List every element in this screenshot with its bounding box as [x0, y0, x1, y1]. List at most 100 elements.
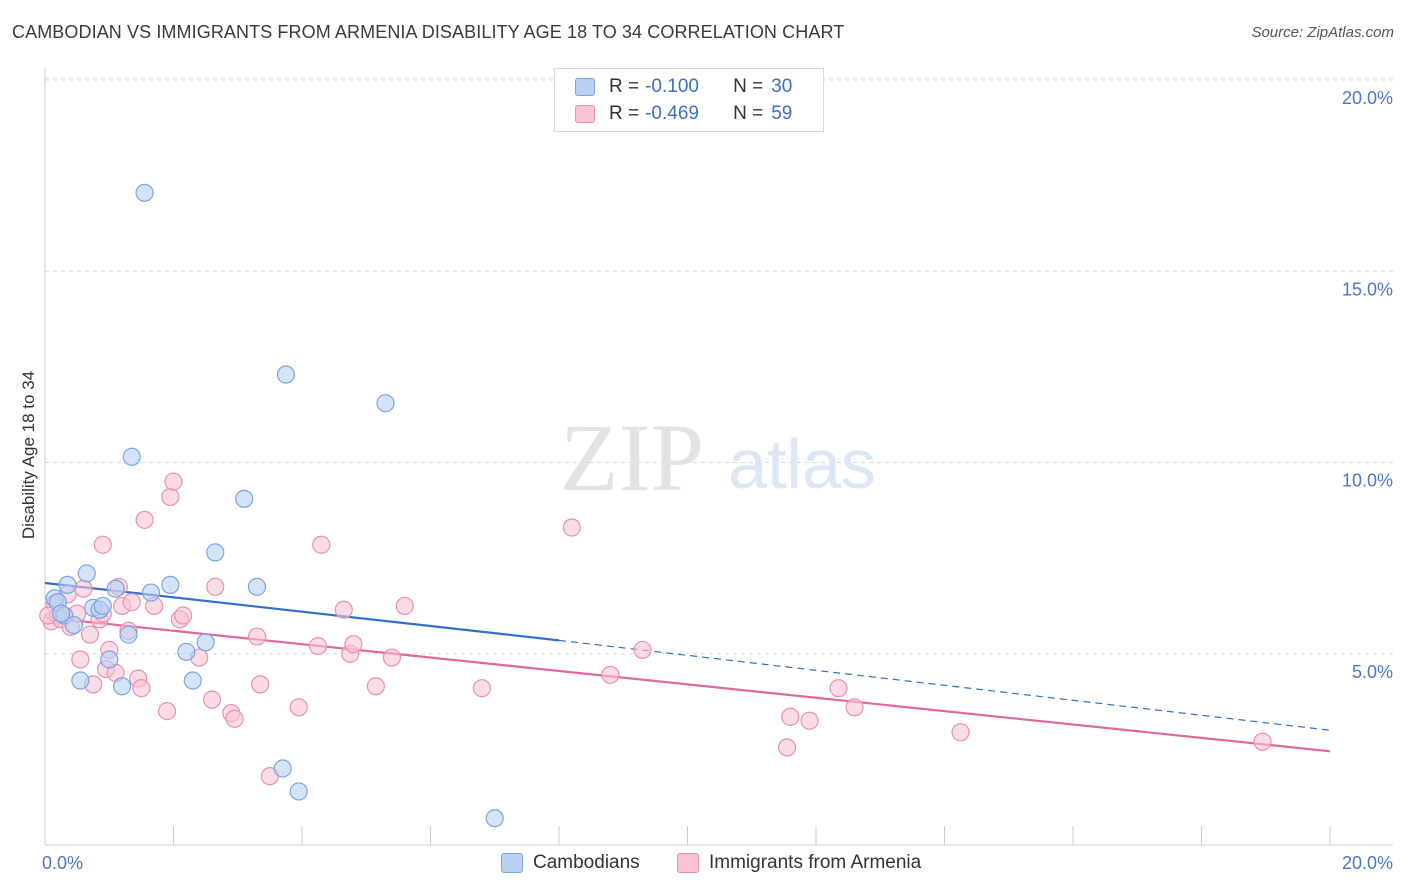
point-armenia	[382, 648, 402, 667]
point-armenia	[122, 593, 141, 612]
point-cambodians	[161, 575, 180, 595]
point-cambodians	[141, 583, 161, 602]
point-armenia	[951, 723, 970, 742]
legend-label-cambodians: Cambodians	[533, 852, 640, 873]
point-armenia	[845, 698, 864, 717]
point-armenia	[777, 738, 797, 757]
point-cambodians	[71, 671, 90, 690]
point-armenia	[562, 518, 581, 537]
legend-n-value: 30	[771, 76, 793, 97]
point-armenia	[93, 535, 112, 554]
legend-r-label: R =	[609, 103, 640, 124]
point-armenia	[289, 698, 308, 717]
point-armenia	[334, 600, 353, 619]
point-cambodians	[51, 604, 71, 623]
point-cambodians	[196, 633, 215, 652]
point-armenia	[225, 709, 244, 728]
point-cambodians	[112, 677, 132, 696]
point-armenia	[633, 640, 652, 660]
point-armenia	[80, 625, 100, 644]
trend-line-cambodians	[44, 581, 560, 642]
point-armenia	[135, 510, 154, 529]
watermark-zip: ZIP	[560, 404, 704, 511]
point-armenia	[312, 535, 331, 554]
point-cambodians	[276, 365, 296, 384]
y-tick-label: 15.0%	[1342, 279, 1393, 299]
point-cambodians	[273, 759, 292, 778]
legend-swatch-armenia	[677, 853, 699, 873]
x-tick-label: 0.0%	[42, 853, 83, 873]
point-cambodians	[119, 625, 138, 644]
y-tick-label: 20.0%	[1342, 88, 1393, 108]
legend-label-armenia: Immigrants from Armenia	[709, 852, 922, 873]
point-armenia	[71, 650, 90, 669]
legend-swatch-armenia	[575, 105, 595, 123]
point-armenia	[164, 472, 183, 491]
point-cambodians	[183, 671, 202, 690]
point-armenia	[74, 579, 93, 598]
chart-title: CAMBODIAN VS IMMIGRANTS FROM ARMENIA DIS…	[12, 22, 845, 42]
trend-line-armenia	[44, 616, 1331, 753]
legend-item-armenia[interactable]: Immigrants from Armenia	[677, 852, 921, 874]
point-cambodians	[58, 575, 77, 595]
legend-r-value: -0.469	[645, 103, 699, 124]
legend-row-armenia: R = -0.469 N = 59	[575, 101, 792, 127]
legend-row-cambodians: R = -0.100 N = 30	[575, 74, 792, 100]
point-armenia	[157, 702, 177, 721]
legend-r-value: -0.100	[645, 76, 699, 97]
point-cambodians	[100, 650, 119, 669]
point-armenia	[206, 577, 225, 596]
data-points	[39, 183, 1272, 828]
legend-item-cambodians[interactable]: Cambodians	[501, 852, 640, 874]
series-legend: Cambodians Immigrants from Armenia	[0, 852, 1406, 878]
point-armenia	[829, 679, 848, 698]
x-tick-label: 20.0%	[1342, 853, 1393, 873]
point-cambodians	[135, 183, 154, 202]
point-cambodians	[106, 579, 125, 598]
point-cambodians	[235, 489, 254, 508]
point-armenia	[366, 677, 385, 696]
point-cambodians	[77, 564, 96, 583]
legend-n-label: N =	[733, 103, 764, 124]
point-armenia	[800, 711, 819, 730]
correlation-legend: R = -0.100 N = 30 R = -0.469 N = 59	[554, 68, 824, 132]
point-armenia	[202, 690, 222, 709]
point-armenia	[472, 679, 491, 698]
point-armenia	[251, 675, 270, 694]
y-tick-label: 5.0%	[1352, 662, 1393, 682]
point-armenia	[344, 635, 363, 654]
point-cambodians	[122, 447, 141, 466]
point-cambodians	[376, 394, 395, 413]
point-armenia	[132, 679, 151, 698]
point-cambodians	[289, 782, 308, 801]
point-armenia	[161, 487, 180, 507]
point-cambodians	[93, 596, 112, 616]
legend-swatch-cambodians	[501, 853, 523, 873]
point-armenia	[395, 596, 414, 616]
legend-swatch-cambodians	[575, 78, 595, 96]
source-label: Source: ZipAtlas.com	[1251, 24, 1394, 41]
grid-lines	[45, 77, 1395, 655]
trend-line-cambodians-extension	[558, 639, 1331, 731]
tick-labels: 5.0% 10.0% 15.0% 20.0% 0.0% 20.0%	[42, 88, 1393, 873]
point-armenia	[601, 665, 620, 684]
point-armenia	[247, 627, 267, 646]
point-cambodians	[247, 577, 267, 596]
point-cambodians	[177, 642, 196, 661]
point-armenia	[308, 636, 328, 656]
legend-n-label: N =	[733, 76, 764, 97]
axes	[44, 68, 1393, 846]
point-cambodians	[64, 615, 84, 635]
point-armenia	[781, 707, 800, 726]
y-axis-title: Disability Age 18 to 34	[19, 371, 38, 539]
legend-n-value: 59	[771, 103, 793, 124]
y-tick-label: 10.0%	[1342, 471, 1393, 491]
watermark-atlas: atlas	[728, 425, 876, 503]
point-cambodians	[206, 543, 225, 562]
legend-r-label: R =	[609, 76, 640, 97]
watermark: ZIP atlas	[560, 404, 876, 511]
point-armenia	[1253, 732, 1272, 751]
point-cambodians	[485, 809, 504, 828]
point-armenia	[174, 606, 193, 625]
